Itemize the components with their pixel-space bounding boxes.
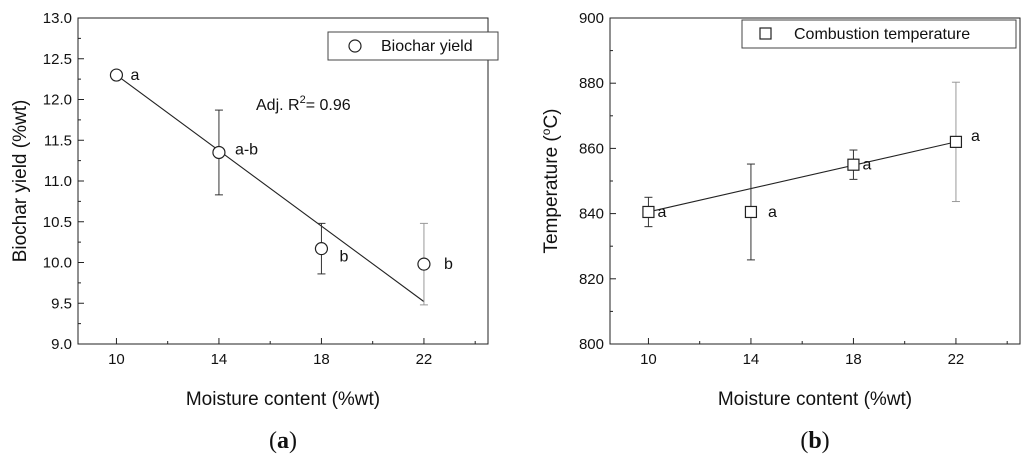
x-tick-label: 22 [416,351,433,368]
y-axis-label: Biochar yield (%wt) [10,100,31,263]
y-tick-label: 860 [579,140,604,157]
y-tick-label: 12.5 [43,51,72,68]
x-tick-label: 22 [948,351,965,368]
point-label: a [971,128,980,145]
y-axis-ticks: 800 820 840 860 880 900 [579,10,616,353]
legend-box [741,19,1017,49]
y-tick-label: 11.5 [44,132,72,149]
x-tick-label: 14 [211,351,228,368]
legend: Combustion temperature [741,19,1017,49]
legend-marker-square [759,27,772,40]
point-label: b [339,249,348,266]
panel-b-combustion-temperature: 800 820 840 860 880 900 10 14 18 22 Temperature … [539,10,1021,454]
data-point [642,205,655,219]
data-point [212,145,226,160]
plot-frame [609,17,1021,345]
x-tick-label: 18 [313,351,330,368]
fit-line [116,74,425,303]
data-point [744,205,758,219]
point-label: a-b [235,141,258,158]
x-axis-label: Moisture content (%wt) [718,389,912,410]
x-axis-ticks: 10 14 18 22 [640,338,1008,368]
panel-label-b: (b) [800,428,829,454]
x-tick-label: 10 [108,351,125,368]
legend-marker-circle [348,39,362,53]
y-tick-label: 800 [579,336,604,353]
y-tick-label: 13.0 [43,10,72,27]
y-tick-label: 10.0 [43,255,72,272]
point-label: a [862,157,871,174]
y-tick-label: 840 [579,206,604,223]
legend-label: Biochar yield [381,38,473,55]
y-axis-ticks: 9.0 9.5 10.0 10.5 11.0 11.5 12.0 12.5 13.0 [43,10,84,353]
legend: Biochar yield [327,31,499,61]
y-tick-label: 820 [579,271,604,288]
y-tick-label: 900 [579,10,604,27]
y-tick-label: 880 [579,75,604,92]
point-label: b [444,256,453,273]
data-point [417,257,431,271]
y-tick-label: 11.0 [44,173,72,190]
x-axis-ticks: 10 14 18 22 [108,338,476,368]
data-point [847,158,860,171]
data-point [949,135,963,148]
plot-frame [77,17,489,345]
y-tick-label: 12.0 [43,92,72,109]
data-layer: a a a a [642,81,980,261]
point-label: a [657,204,666,221]
r-squared-annotation: Adj. R2= 0.96 [256,94,351,114]
y-tick-label: 10.5 [43,214,72,231]
data-point [314,242,329,256]
panel-a-biochar-yield: 9.09.510.010.511.011.512.012.513.0 10 14 1… [10,10,499,454]
y-tick-label: 9.0 [51,336,72,353]
y-tick-label: 9.5 [51,295,72,312]
data-layer: a a-b b b [109,67,453,306]
data-point [109,68,124,82]
x-tick-label: 10 [640,351,657,368]
legend-label: Combustion temperature [794,26,970,43]
panel-label-a: (a) [269,428,297,454]
point-label: a [130,67,139,84]
x-axis-label: Moisture content (%wt) [186,389,380,410]
x-tick-label: 18 [845,351,862,368]
fit-line [648,141,957,213]
x-tick-label: 14 [743,351,760,368]
point-label: a [768,204,777,221]
y-axis-label: Temperature (oC) [539,108,562,253]
